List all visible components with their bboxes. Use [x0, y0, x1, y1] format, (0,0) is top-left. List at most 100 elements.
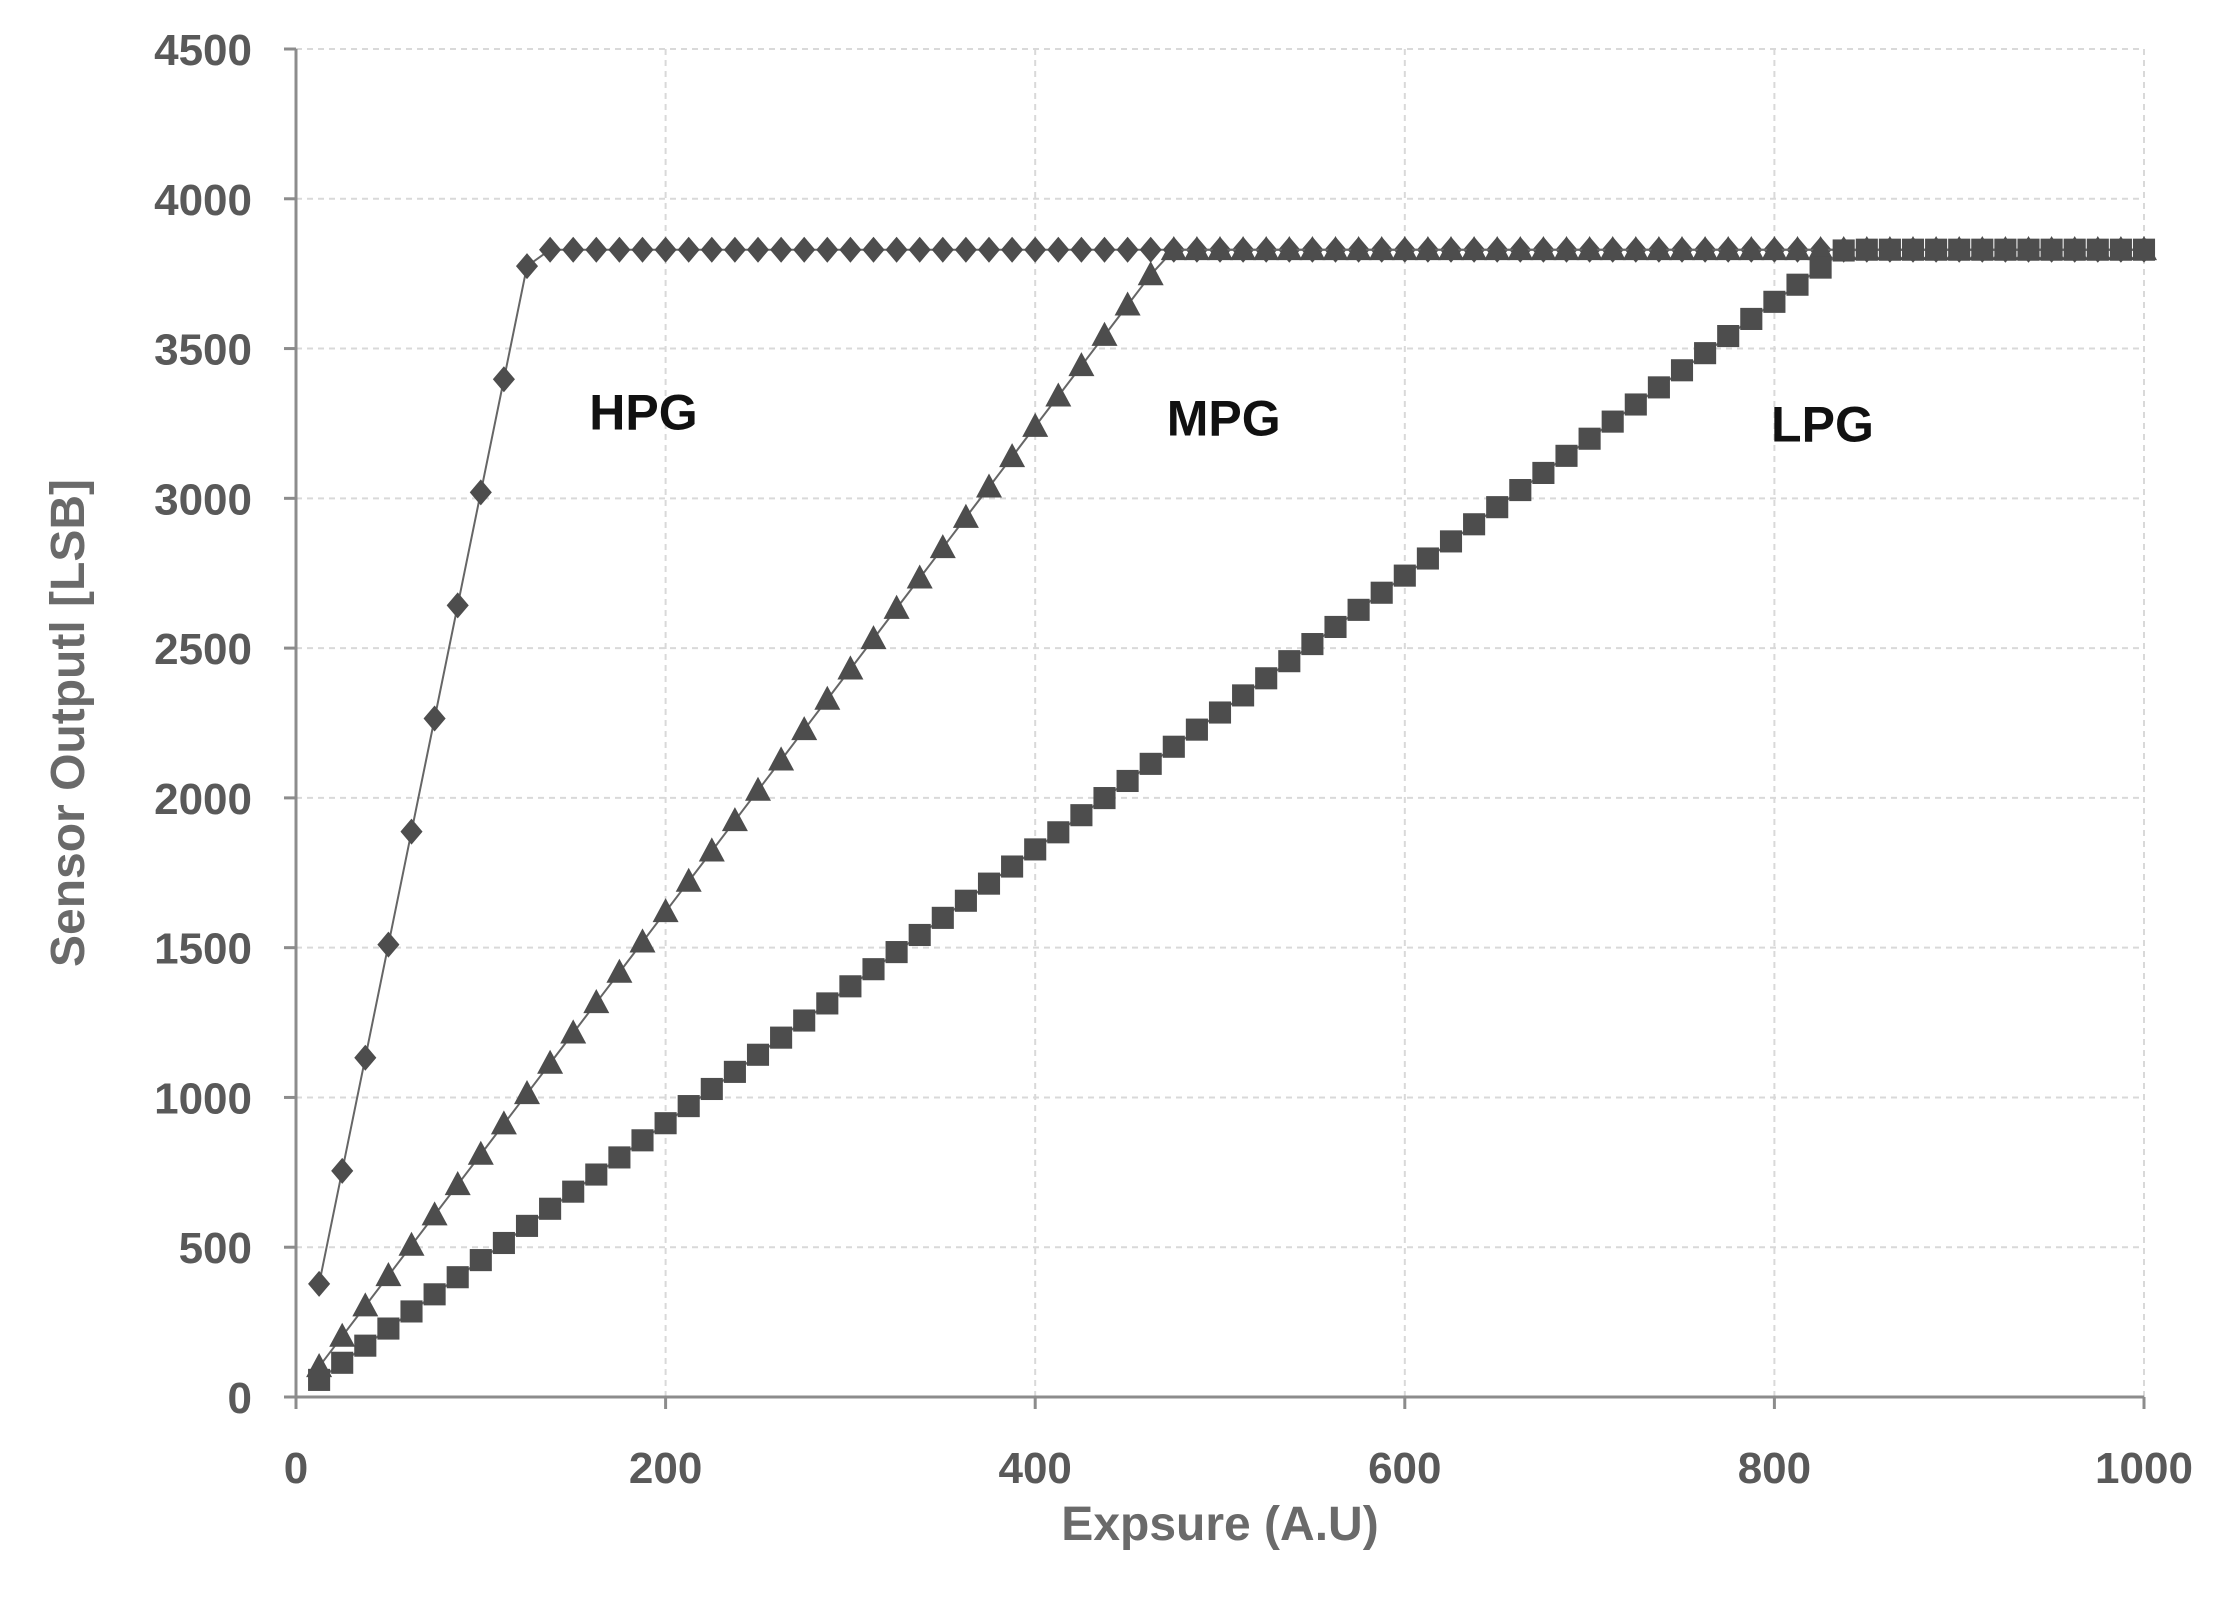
data-point-lpg [1740, 307, 1763, 330]
data-point-hpg [954, 236, 977, 263]
data-point-mpg [467, 1140, 494, 1165]
data-point-mpg [837, 655, 864, 680]
data-point-hpg [654, 236, 677, 263]
data-point-hpg [608, 236, 631, 263]
data-point-lpg [1278, 650, 1301, 673]
data-point-mpg [1414, 236, 1441, 261]
data-point-mpg [1576, 236, 1603, 261]
data-point-mpg [652, 898, 679, 923]
data-point-mpg [1230, 236, 1257, 261]
y-tick-label: 3000 [154, 475, 252, 524]
data-point-lpg [354, 1334, 377, 1357]
data-point-hpg [816, 236, 839, 263]
data-point-lpg [2132, 238, 2156, 261]
data-point-hpg [677, 236, 700, 263]
data-point-mpg [791, 716, 818, 741]
data-point-lpg [1855, 238, 1878, 261]
data-point-lpg [793, 1009, 816, 1032]
data-point-hpg [446, 592, 469, 619]
data-point-lpg [977, 872, 1001, 895]
data-point-mpg [698, 837, 725, 862]
x-tick-label: 0 [284, 1444, 308, 1493]
data-point-hpg [1139, 236, 1162, 263]
data-point-mpg [1807, 236, 1834, 261]
data-point-mpg [999, 443, 1026, 468]
data-point-mpg [1715, 236, 1742, 261]
data-point-mpg [1022, 412, 1049, 437]
data-point-mpg [745, 776, 771, 801]
data-point-lpg [1578, 427, 1601, 450]
data-point-lpg [931, 906, 954, 929]
data-point-lpg [1070, 804, 1093, 827]
data-point-lpg [1116, 769, 1139, 793]
y-tick-label: 4500 [154, 26, 252, 75]
data-point-lpg [1786, 273, 1809, 296]
data-point-hpg [1047, 236, 1070, 263]
data-point-lpg [1878, 238, 1901, 261]
y-tick-label: 1500 [154, 925, 252, 974]
data-point-lpg [1139, 752, 1162, 775]
data-point-lpg [1832, 239, 1855, 262]
data-point-mpg [929, 534, 956, 559]
data-point-hpg [423, 705, 446, 732]
x-tick-label: 1000 [2095, 1444, 2193, 1493]
series-layer [306, 236, 2157, 1391]
data-point-lpg [585, 1163, 608, 1186]
data-point-lpg [2063, 238, 2086, 261]
data-point-mpg [952, 503, 979, 528]
data-point-lpg [723, 1060, 746, 1083]
data-point-hpg [770, 236, 793, 263]
data-point-mpg [976, 473, 1002, 498]
y-tick-label: 2500 [154, 625, 252, 674]
data-point-lpg [1624, 393, 1647, 416]
series-lpg [308, 238, 2156, 1391]
data-point-lpg [1809, 256, 1832, 279]
data-point-lpg [515, 1214, 539, 1237]
data-point-lpg [1486, 496, 1509, 519]
data-point-mpg [1299, 236, 1326, 261]
data-point-lpg [1093, 787, 1116, 810]
data-point-lpg [492, 1231, 515, 1255]
data-point-mpg [1669, 236, 1695, 261]
data-point-lpg [1324, 615, 1347, 639]
data-point-lpg [1416, 547, 1439, 570]
x-tick-label: 400 [998, 1444, 1071, 1493]
data-point-lpg [1255, 667, 1278, 690]
data-point-lpg [839, 975, 862, 998]
data-point-lpg [1509, 479, 1532, 502]
data-point-lpg [1971, 238, 1994, 261]
data-point-lpg [1370, 581, 1393, 604]
data-point-mpg [421, 1201, 448, 1226]
data-point-hpg [585, 236, 608, 263]
data-point-mpg [1645, 236, 1672, 261]
data-point-mpg [860, 625, 887, 650]
data-point-lpg [746, 1043, 770, 1066]
y-axis-title: Sensor Outputl [LSB] [42, 479, 95, 967]
data-point-lpg [469, 1249, 492, 1272]
data-point-lpg [816, 992, 839, 1015]
data-point-mpg [1045, 382, 1072, 407]
data-point-lpg [1901, 238, 1925, 261]
data-point-hpg [977, 236, 1001, 263]
data-point-lpg [1347, 598, 1370, 621]
data-point-mpg [1438, 236, 1464, 261]
data-point-hpg [562, 236, 585, 263]
data-point-lpg [1994, 238, 2017, 261]
data-point-lpg [1463, 513, 1486, 536]
data-point-lpg [700, 1077, 723, 1101]
data-point-lpg [2040, 238, 2063, 261]
data-point-hpg [354, 1044, 377, 1071]
data-point-lpg [1185, 718, 1208, 741]
data-point-lpg [1393, 564, 1416, 587]
data-point-mpg [1091, 321, 1118, 346]
series-label-mpg: MPG [1167, 390, 1281, 446]
data-point-mpg [721, 807, 748, 832]
data-point-lpg [1162, 735, 1185, 758]
data-point-lpg [1694, 342, 1717, 365]
data-point-hpg [885, 236, 908, 263]
data-point-mpg [583, 989, 610, 1014]
data-point-hpg [1093, 236, 1116, 263]
x-tick-label: 600 [1368, 1444, 1441, 1493]
data-point-mpg [1461, 236, 1488, 261]
data-point-mpg [814, 685, 841, 710]
